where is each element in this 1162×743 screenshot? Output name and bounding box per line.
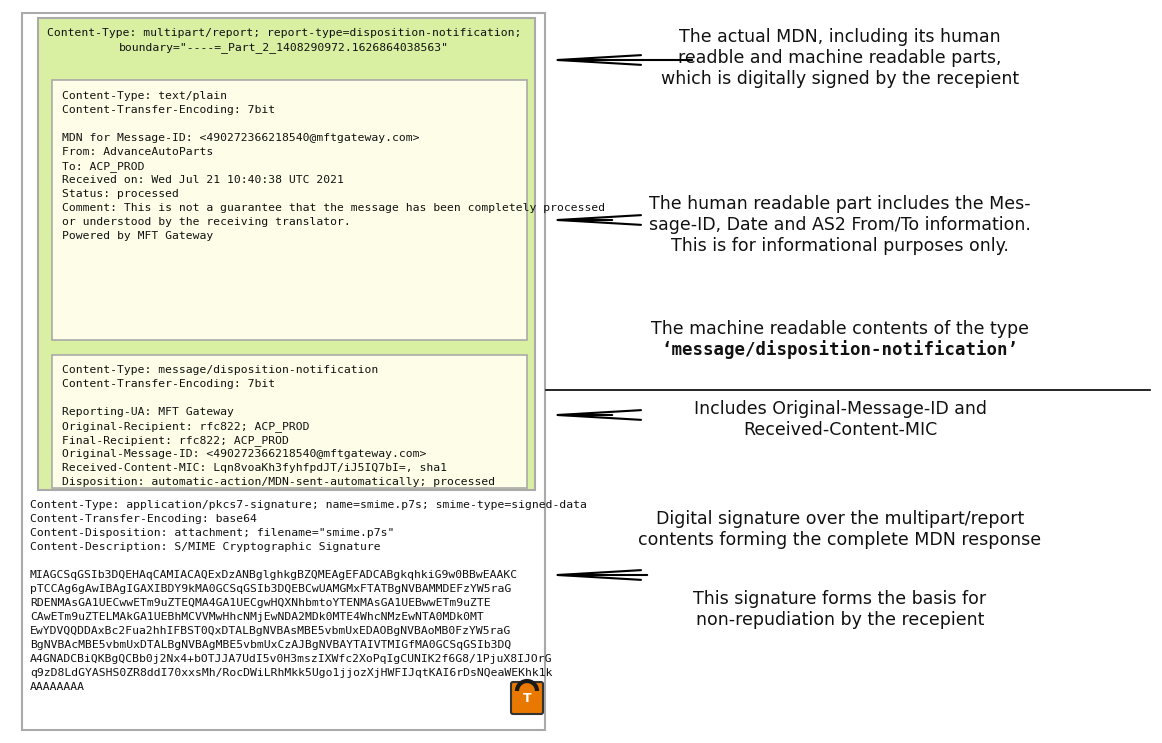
Text: Final-Recipient: rfc822; ACP_PROD: Final-Recipient: rfc822; ACP_PROD — [62, 435, 289, 446]
Text: Content-Type: message/disposition-notification: Content-Type: message/disposition-notifi… — [62, 365, 379, 375]
Text: To: ACP_PROD: To: ACP_PROD — [62, 161, 144, 172]
Text: EwYDVQQDDAxBc2Fua2hhIFBST0QxDTALBgNVBAsMBE5vbmUxEDAOBgNVBAoMB0FzYW5raG: EwYDVQQDDAxBc2Fua2hhIFBST0QxDTALBgNVBAsM… — [30, 626, 511, 636]
Text: CAwETm9uZTELMAkGA1UEBhMCVVMwHhcNMjEwNDA2MDk0MTE4WhcNMzEwNTA0MDk0MT: CAwETm9uZTELMAkGA1UEBhMCVVMwHhcNMjEwNDA2… — [30, 612, 483, 622]
Text: pTCCAg6gAwIBAgIGAXIBDY9kMA0GCSqGSIb3DQEBCwUAMGMxFTATBgNVBAMMDEFzYW5raG: pTCCAg6gAwIBAgIGAXIBDY9kMA0GCSqGSIb3DQEB… — [30, 584, 511, 594]
Text: Content-Type: application/pkcs7-signature; name=smime.p7s; smime-type=signed-dat: Content-Type: application/pkcs7-signatur… — [30, 500, 587, 510]
Text: MDN for Message-ID: <490272366218540@mftgateway.com>: MDN for Message-ID: <490272366218540@mft… — [62, 133, 419, 143]
Text: Reporting-UA: MFT Gateway: Reporting-UA: MFT Gateway — [62, 407, 234, 417]
Text: Content-Transfer-Encoding: 7bit: Content-Transfer-Encoding: 7bit — [62, 379, 275, 389]
Text: Comment: This is not a guarantee that the message has been completely processed: Comment: This is not a guarantee that th… — [62, 203, 605, 213]
Text: T: T — [523, 692, 531, 706]
Text: ‘message/disposition-notification’: ‘message/disposition-notification’ — [661, 340, 1019, 359]
Text: Content-Disposition: attachment; filename="smime.p7s": Content-Disposition: attachment; filenam… — [30, 528, 394, 538]
Text: The machine readable contents of the type: The machine readable contents of the typ… — [651, 320, 1030, 338]
Text: Powered by MFT Gateway: Powered by MFT Gateway — [62, 231, 214, 241]
Text: AAAAAAAA: AAAAAAAA — [30, 682, 85, 692]
Text: Content-Transfer-Encoding: 7bit: Content-Transfer-Encoding: 7bit — [62, 105, 275, 115]
Text: Content-Description: S/MIME Cryptographic Signature: Content-Description: S/MIME Cryptographi… — [30, 542, 381, 552]
Text: Content-Type: multipart/report; report-type=disposition-notification;: Content-Type: multipart/report; report-t… — [46, 28, 522, 38]
Text: Status: processed: Status: processed — [62, 189, 179, 199]
Text: or understood by the receiving translator.: or understood by the receiving translato… — [62, 217, 351, 227]
Text: This signature forms the basis for
non-repudiation by the recepient: This signature forms the basis for non-r… — [694, 590, 987, 629]
Text: From: AdvanceAutoParts: From: AdvanceAutoParts — [62, 147, 214, 157]
FancyBboxPatch shape — [52, 355, 528, 488]
Text: Original-Message-ID: <490272366218540@mftgateway.com>: Original-Message-ID: <490272366218540@mf… — [62, 449, 426, 459]
Text: RDENMAsGA1UECwwETm9uZTEQMA4GA1UECgwHQXNhbmtoYTENMAsGA1UEBwwETm9uZTE: RDENMAsGA1UECwwETm9uZTEQMA4GA1UECgwHQXNh… — [30, 598, 490, 608]
Text: Content-Type: text/plain: Content-Type: text/plain — [62, 91, 227, 101]
Text: Received on: Wed Jul 21 10:40:38 UTC 2021: Received on: Wed Jul 21 10:40:38 UTC 202… — [62, 175, 344, 185]
FancyBboxPatch shape — [511, 682, 543, 714]
Text: Content-Transfer-Encoding: base64: Content-Transfer-Encoding: base64 — [30, 514, 257, 524]
Text: BgNVBAcMBE5vbmUxDTALBgNVBAgMBE5vbmUxCzAJBgNVBAYTAIVTMIGfMA0GCSqGSIb3DQ: BgNVBAcMBE5vbmUxDTALBgNVBAgMBE5vbmUxCzAJ… — [30, 640, 511, 650]
Text: Disposition: automatic-action/MDN-sent-automatically; processed: Disposition: automatic-action/MDN-sent-a… — [62, 477, 495, 487]
Text: boundary="----=_Part_2_1408290972.1626864038563": boundary="----=_Part_2_1408290972.162686… — [119, 42, 449, 53]
Text: q9zD8LdGYASHS0ZR8ddI70xxsMh/RocDWiLRhMkk5Ugo1jjozXjHWFIJqtKAI6rDsNQeaWEKhk1k: q9zD8LdGYASHS0ZR8ddI70xxsMh/RocDWiLRhMkk… — [30, 668, 552, 678]
Text: A4GNADCBiQKBgQCBb0j2Nx4+bOTJJA7UdI5v0H3mszIXWfc2XoPqIgCUNIK2f6G8/1PjuX8IJOrG: A4GNADCBiQKBgQCBb0j2Nx4+bOTJJA7UdI5v0H3m… — [30, 654, 552, 664]
FancyBboxPatch shape — [38, 18, 535, 490]
Text: The human readable part includes the Mes-
sage-ID, Date and AS2 From/To informat: The human readable part includes the Mes… — [650, 195, 1031, 255]
FancyBboxPatch shape — [52, 80, 528, 340]
Text: The actual MDN, including its human
readble and machine readable parts,
which is: The actual MDN, including its human read… — [661, 28, 1019, 88]
FancyBboxPatch shape — [22, 13, 545, 730]
Text: Received-Content-MIC: Lqn8voaKh3fyhfpdJT/iJ5IQ7bI=, sha1: Received-Content-MIC: Lqn8voaKh3fyhfpdJT… — [62, 463, 447, 473]
Text: MIAGCSqGSIb3DQEHAqCAMIACAQExDzANBglghkgBZQMEAgEFADCABgkqhkiG9w0BBwEAAKC: MIAGCSqGSIb3DQEHAqCAMIACAQExDzANBglghkgB… — [30, 570, 518, 580]
Text: Includes Original-Message-ID and
Received-Content-MIC: Includes Original-Message-ID and Receive… — [694, 400, 987, 439]
Text: Digital signature over the multipart/report
contents forming the complete MDN re: Digital signature over the multipart/rep… — [638, 510, 1041, 549]
Text: Original-Recipient: rfc822; ACP_PROD: Original-Recipient: rfc822; ACP_PROD — [62, 421, 309, 432]
